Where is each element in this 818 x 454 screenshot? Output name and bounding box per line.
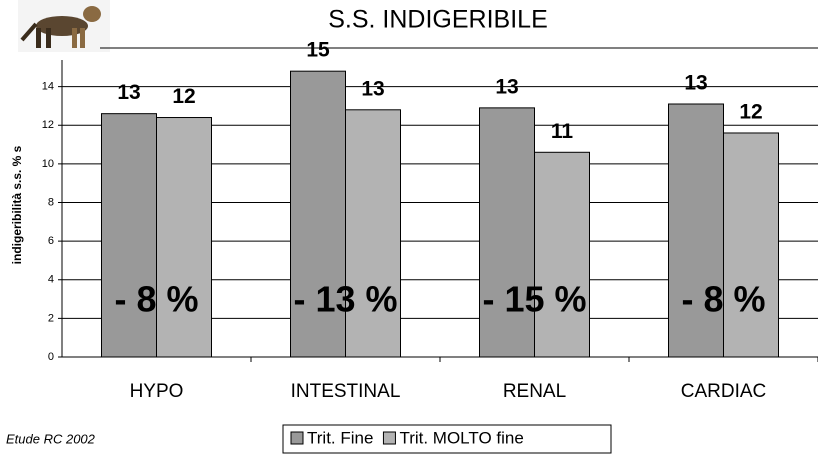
y-tick-label: 10: [42, 158, 54, 170]
y-axis-label: indigeribilità s.s. % s: [10, 145, 24, 264]
value-label: 12: [739, 101, 762, 124]
y-tick-label: 14: [42, 81, 54, 93]
legend-label: Trit. MOLTO fine: [399, 428, 523, 447]
legend-swatch: [290, 431, 304, 445]
annotation: - 8 %: [681, 279, 765, 320]
dog-icon: [18, 0, 110, 52]
y-tick-label: 4: [48, 274, 54, 286]
bar: [723, 132, 779, 358]
legend-swatch: [382, 431, 396, 445]
annotation: - 15 %: [482, 279, 586, 320]
annotation: - 8 %: [114, 279, 198, 320]
y-tick-label: 12: [42, 119, 54, 131]
y-tick-label: 8: [48, 196, 54, 208]
bar: [101, 113, 157, 358]
chart-title: S.S. INDIGERIBILE: [328, 6, 548, 34]
value-label: 13: [684, 72, 707, 95]
y-tick-label: 2: [48, 312, 54, 324]
legend-box: [282, 424, 612, 454]
legend-label: Trit. Fine: [307, 428, 373, 447]
annotation: - 13 %: [293, 279, 397, 320]
value-label: 13: [361, 77, 384, 100]
x-tick-label: CARDIAC: [681, 381, 767, 402]
value-label: 13: [495, 75, 518, 98]
x-tick-label: INTESTINAL: [291, 381, 401, 402]
bar: [534, 151, 590, 358]
y-tick-label: 0: [48, 351, 54, 363]
bar: [479, 107, 535, 358]
value-label: 15: [306, 39, 330, 62]
x-tick-label: HYPO: [130, 381, 184, 402]
footnote: Etude RC 2002: [6, 431, 96, 446]
x-tick-label: RENAL: [503, 381, 566, 402]
bar: [345, 109, 401, 358]
value-label: 13: [117, 81, 140, 104]
bar: [156, 117, 212, 358]
value-label: 12: [172, 85, 195, 108]
value-label: 11: [551, 120, 574, 143]
y-tick-label: 6: [48, 235, 54, 247]
